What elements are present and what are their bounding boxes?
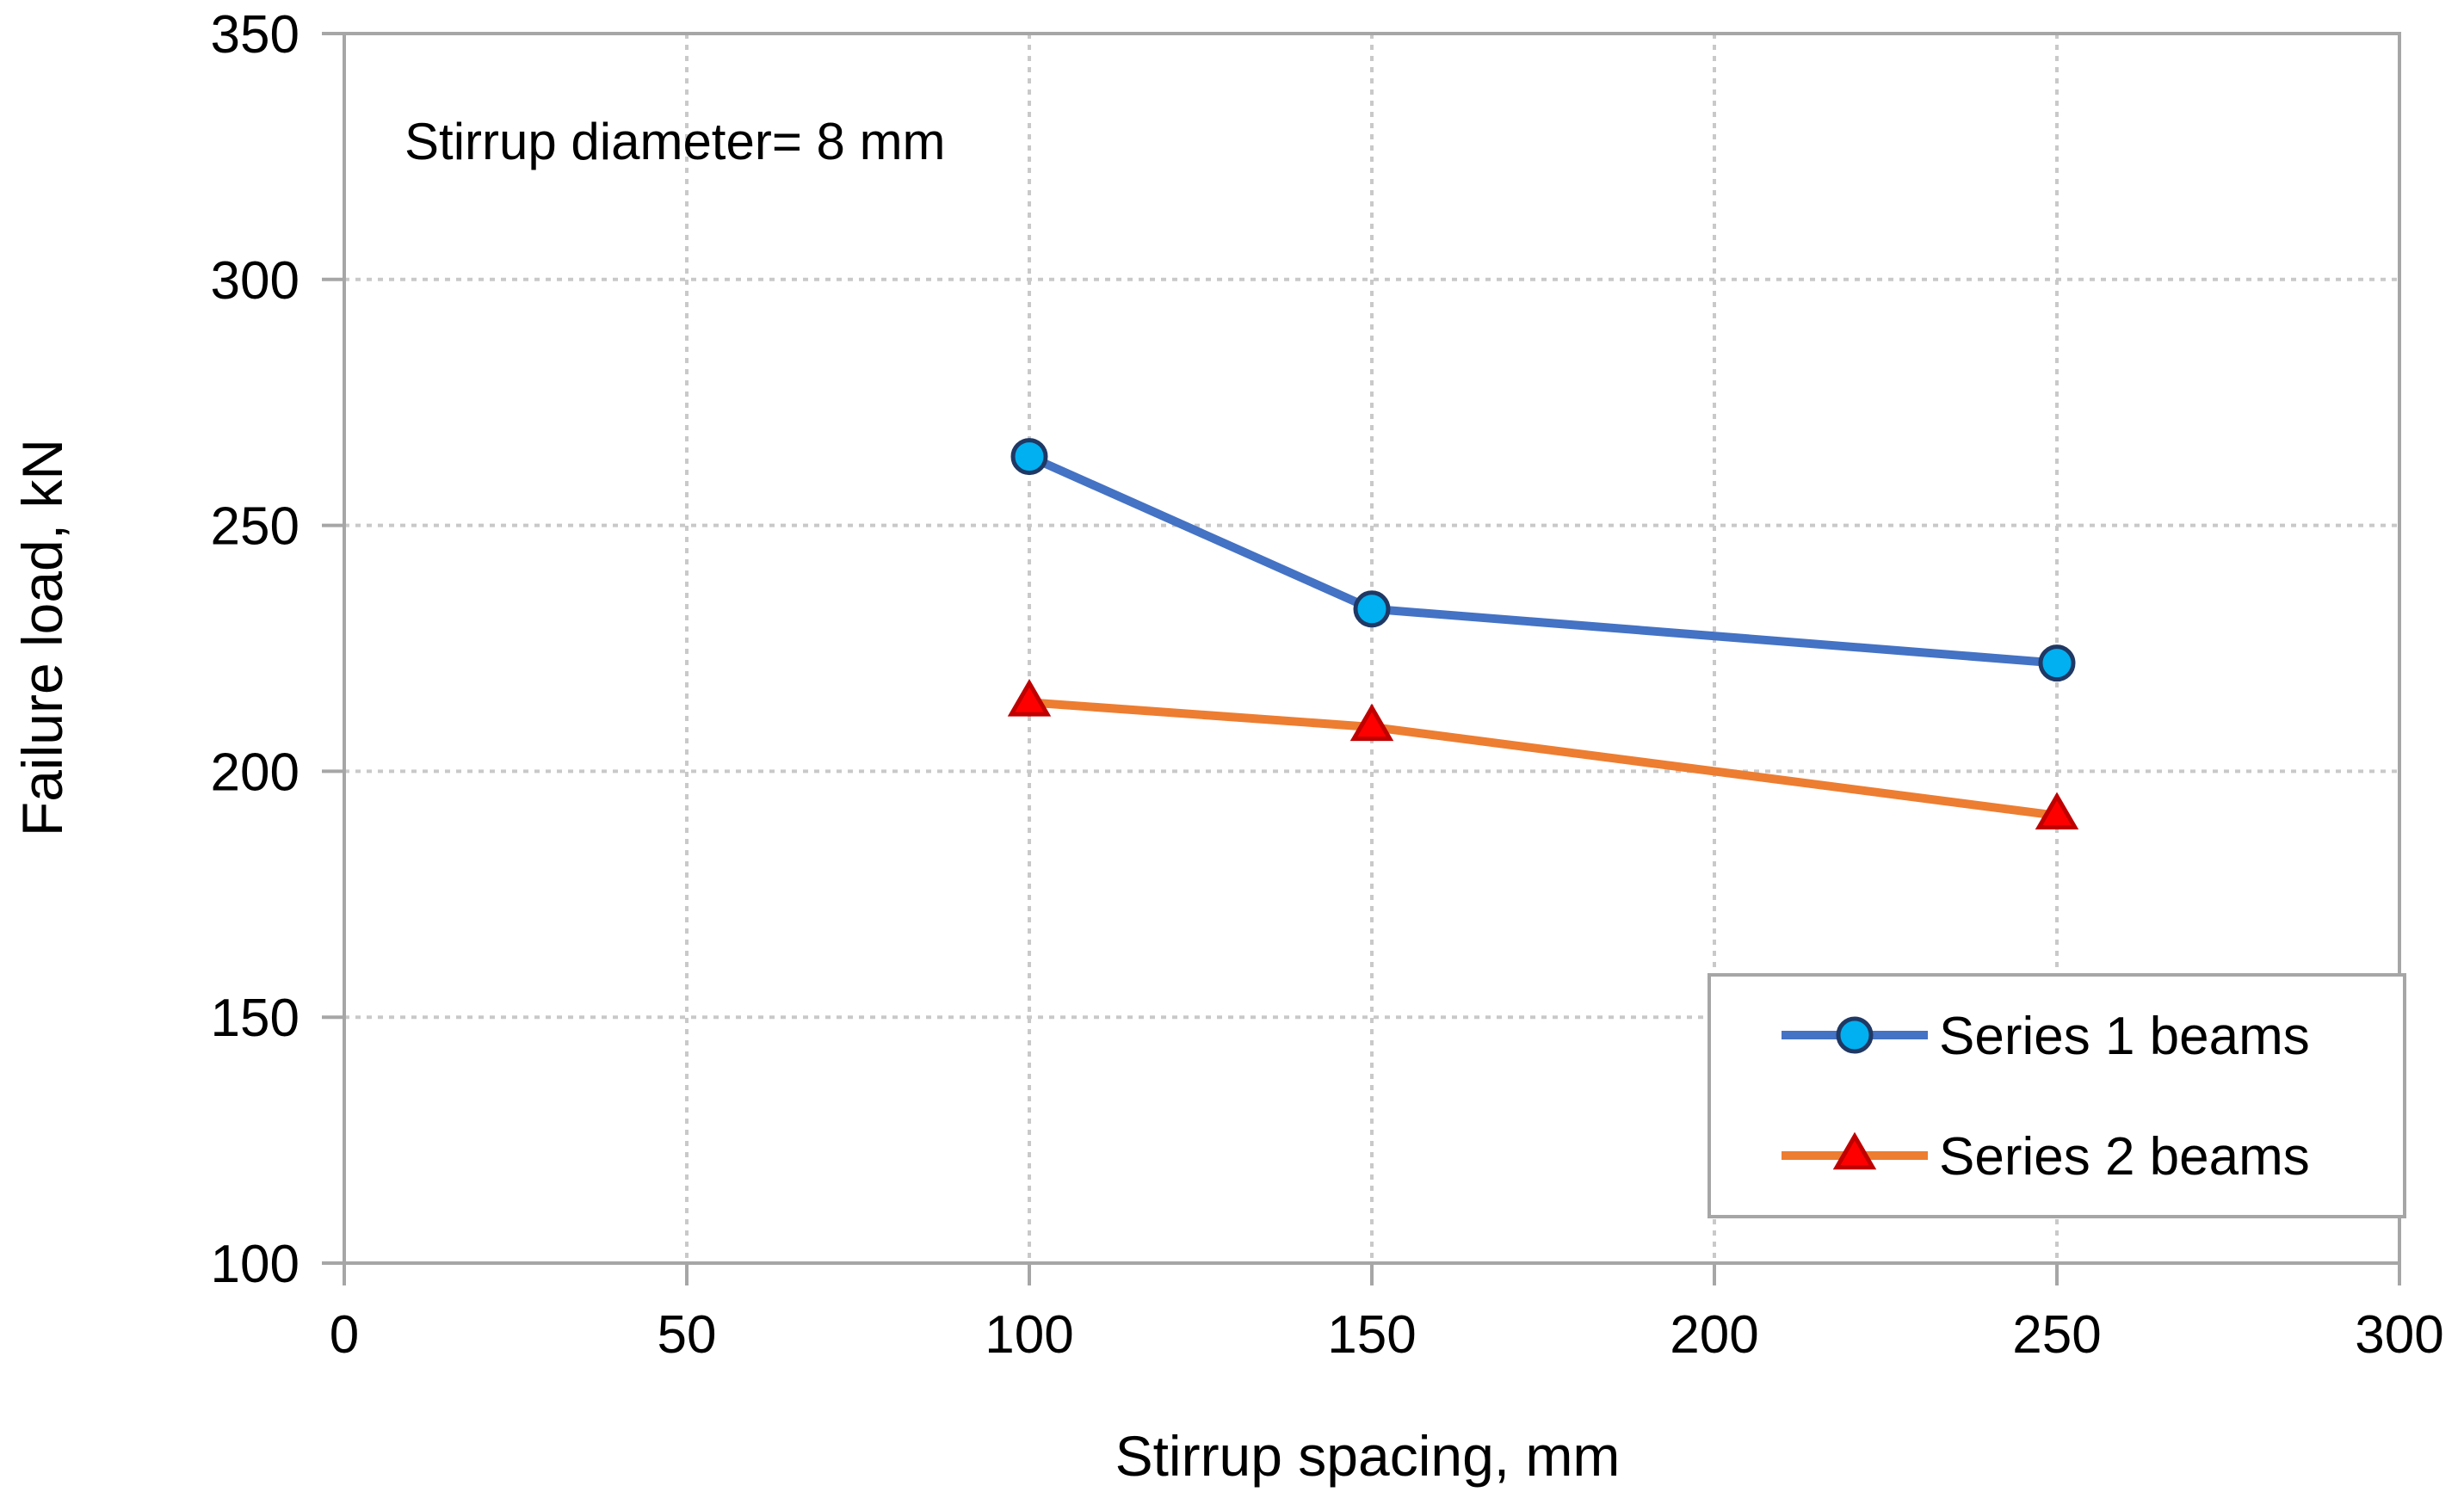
- data-series: [1007, 438, 2079, 830]
- legend: Series 1 beams Series 2 beams: [1708, 973, 2406, 1218]
- x-tick-label: 150: [1327, 1305, 1416, 1365]
- axes: [322, 32, 2401, 1285]
- y-axis-title: Failure load, kN: [10, 439, 74, 836]
- x-tick-label: 250: [2012, 1305, 2101, 1365]
- series-2-point: [1349, 703, 1394, 742]
- y-tick-label: 100: [211, 1235, 300, 1294]
- series-1-point: [1010, 438, 1048, 476]
- y-tick-label: 250: [211, 497, 300, 557]
- legend-box: [1708, 973, 2406, 1218]
- x-tick-label: 200: [1670, 1305, 1758, 1365]
- series-2: [1007, 679, 2079, 830]
- series-2-point: [1007, 679, 1052, 717]
- y-tick-label: 300: [211, 251, 300, 311]
- y-tick-label: 150: [211, 989, 300, 1048]
- series-1-line: [1025, 452, 2061, 668]
- y-tick-label: 200: [211, 743, 300, 802]
- legend-label-1: Series 1 beams: [1939, 1007, 2310, 1066]
- series-1-point: [2038, 644, 2076, 682]
- stirrup-diameter-annotation: Stirrup diameter= 8 mm: [404, 113, 946, 170]
- x-tick-labels: 0 50 100 150 200 250 300: [330, 1305, 2444, 1365]
- legend-marker-2: [1832, 1131, 1877, 1170]
- series-1: [1010, 438, 2076, 682]
- x-tick-label: 300: [2355, 1305, 2443, 1365]
- x-tick-label: 0: [330, 1305, 359, 1365]
- x-tick-label: 50: [658, 1305, 717, 1365]
- legend-label-2: Series 2 beams: [1939, 1127, 2310, 1187]
- y-tick-labels: 100 150 200 250 300 350: [211, 5, 300, 1294]
- series-1-point: [1353, 590, 1391, 628]
- y-tick-label: 350: [211, 5, 300, 65]
- legend-marker-1: [1836, 1016, 1874, 1054]
- x-tick-label: 100: [985, 1305, 1073, 1365]
- series-2-line: [1025, 698, 2061, 820]
- series-2-point: [2035, 792, 2079, 830]
- x-axis-title: Stirrup spacing, mm: [1115, 1424, 1621, 1488]
- legend-entry-2: Series 2 beams: [1782, 1127, 2310, 1187]
- legend-entry-1: Series 1 beams: [1782, 1007, 2310, 1066]
